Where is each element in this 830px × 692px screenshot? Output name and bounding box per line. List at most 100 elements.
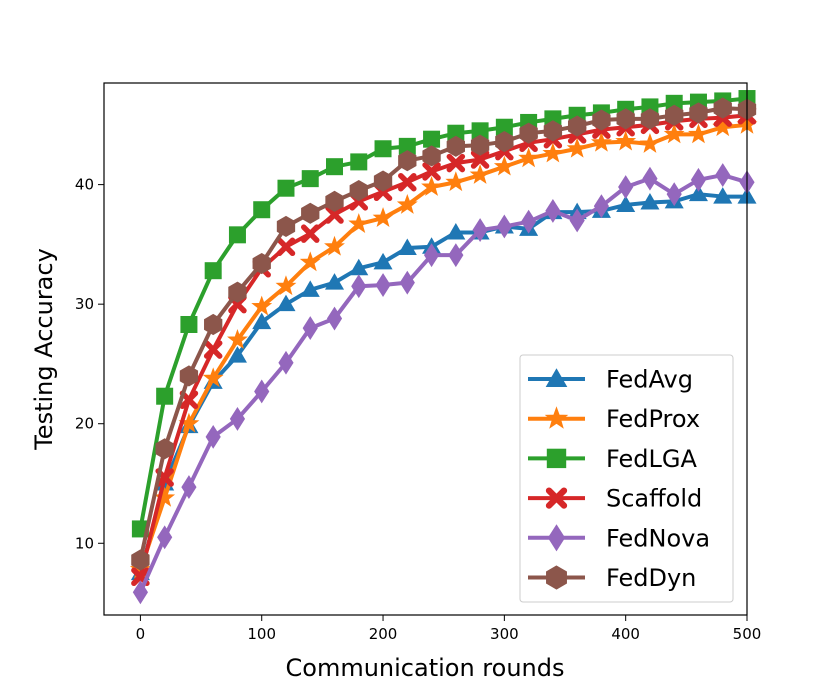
data-point (179, 365, 199, 387)
data-point (545, 198, 561, 223)
data-point (348, 213, 370, 233)
x-tick-label: 200 (369, 625, 398, 643)
legend-label: FedProx (606, 405, 700, 433)
x-axis-ticks: 0 100 200 300 400 500 (136, 615, 762, 643)
data-point (593, 194, 610, 219)
data-point (640, 193, 660, 210)
legend-label: FedAvg (606, 366, 693, 394)
data-point (590, 131, 612, 152)
data-point (181, 475, 197, 500)
data-point (154, 486, 176, 507)
legend-marker (544, 406, 569, 429)
data-point (423, 243, 440, 268)
data-point (131, 549, 150, 571)
series-feddyn (131, 97, 757, 571)
data-point (254, 379, 270, 404)
data-point (373, 252, 393, 270)
y-axis-label: Testing Accuracy (30, 248, 58, 451)
data-point (276, 237, 296, 257)
legend-item: FedNova (528, 524, 710, 552)
data-point (373, 170, 393, 192)
data-point (229, 407, 246, 431)
y-tick-label: 20 (75, 415, 94, 433)
data-point (423, 130, 441, 148)
data-point (715, 163, 731, 187)
data-point (276, 215, 296, 238)
y-tick-label: 40 (75, 176, 94, 194)
data-point (299, 251, 321, 272)
data-point (252, 252, 271, 275)
data-point (713, 187, 733, 204)
axes (103, 82, 748, 616)
data-point (496, 214, 512, 239)
data-point (470, 150, 490, 169)
data-point (275, 275, 297, 296)
data-point (180, 315, 198, 333)
data-point (251, 295, 273, 316)
plot-area (129, 90, 758, 605)
data-point (616, 108, 635, 130)
x-tick-label: 0 (136, 625, 146, 643)
data-point (521, 209, 537, 234)
data-point (157, 525, 173, 550)
y-axis-ticks: 10 20 30 40 (75, 176, 104, 552)
data-point (421, 176, 442, 196)
data-point (592, 109, 611, 131)
data-point (616, 195, 636, 212)
legend-label: FedLGA (606, 445, 697, 473)
legend-label: FedNova (606, 524, 710, 552)
data-point (156, 387, 174, 405)
data-point (204, 262, 222, 280)
data-point (422, 145, 441, 167)
data-point (300, 224, 320, 243)
data-point (446, 222, 466, 240)
data-point (203, 340, 223, 359)
data-point (470, 134, 490, 156)
data-point (519, 122, 538, 144)
legend-item: FedDyn (528, 564, 696, 592)
data-point (398, 172, 417, 192)
data-point (397, 238, 417, 255)
data-point (276, 294, 296, 312)
data-point (253, 201, 271, 219)
legend-item: FedAvg (528, 366, 693, 394)
data-point (569, 208, 585, 233)
data-point (543, 120, 563, 142)
data-point (375, 273, 391, 297)
legend-label: Scaffold (606, 485, 702, 513)
data-point (640, 108, 660, 130)
data-point (132, 580, 148, 605)
data-point (446, 153, 466, 173)
data-point (301, 170, 319, 188)
series-fednova (132, 163, 755, 605)
data-point (493, 155, 515, 176)
data-point (448, 243, 464, 268)
data-point (278, 350, 294, 375)
data-point (326, 158, 344, 176)
data-point (666, 182, 682, 207)
y-tick-label: 10 (75, 534, 94, 552)
x-tick-label: 400 (611, 625, 640, 643)
x-tick-label: 100 (247, 625, 276, 643)
data-point (665, 104, 684, 126)
legend-marker (545, 368, 568, 387)
data-point (349, 180, 368, 202)
legend-label: FedDyn (606, 564, 696, 592)
data-point (252, 312, 272, 330)
legend-item: FedProx (528, 405, 700, 433)
data-point (205, 424, 221, 449)
data-point (469, 164, 491, 184)
data-point (639, 132, 661, 153)
data-point (372, 207, 394, 227)
x-tick-label: 500 (733, 625, 762, 643)
data-point (227, 346, 247, 363)
legend: FedAvg FedProx FedLGA Scaffold FedNova FedDyn (519, 354, 734, 603)
data-point (324, 273, 345, 290)
data-point (325, 205, 344, 224)
data-point (398, 150, 417, 172)
x-tick-label: 300 (490, 625, 519, 643)
data-point (618, 175, 634, 199)
data-point (374, 140, 392, 158)
data-point (228, 281, 247, 303)
data-point (324, 235, 345, 256)
